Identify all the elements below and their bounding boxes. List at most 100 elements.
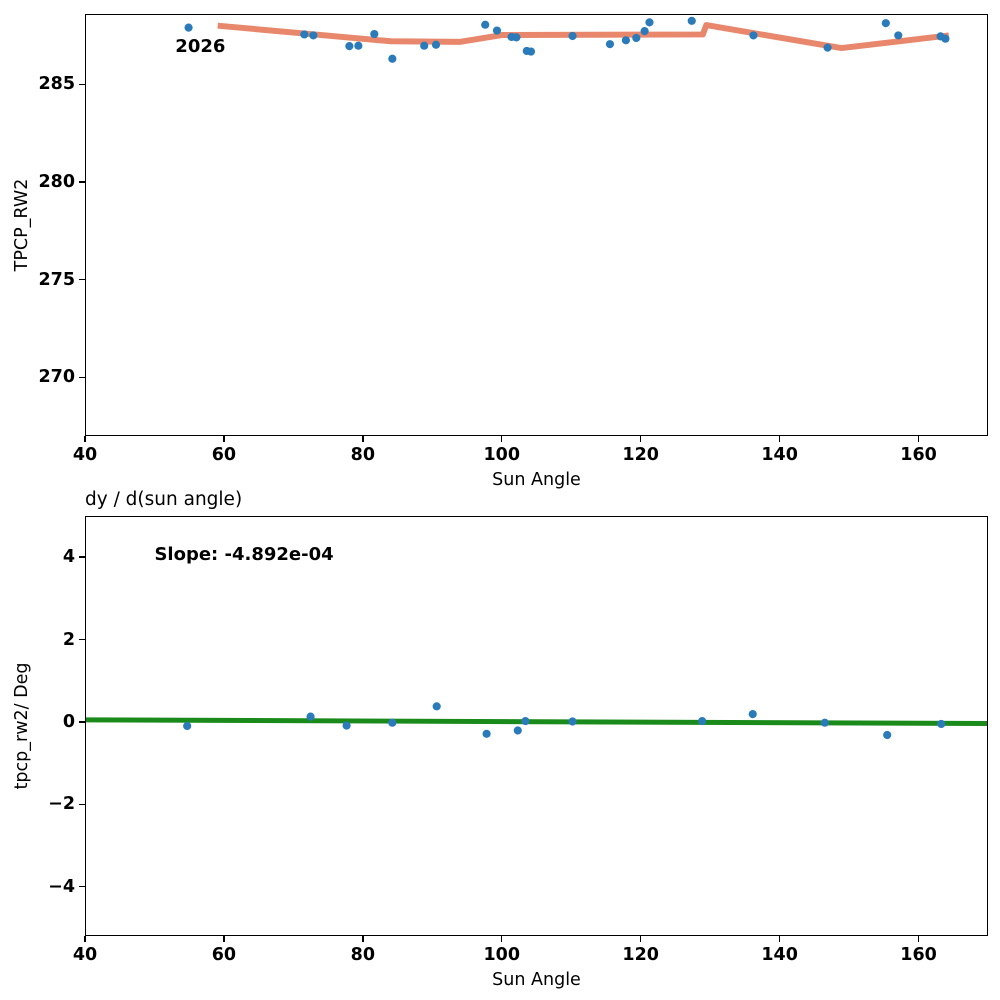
scatter-point bbox=[698, 717, 707, 726]
x-tick-label: 100 bbox=[483, 945, 521, 965]
x-tick-mark bbox=[362, 936, 364, 942]
slope-annotation: Slope: -4.892e-04 bbox=[154, 544, 334, 566]
scatter-point bbox=[748, 710, 757, 719]
x-tick-mark bbox=[917, 436, 920, 442]
x-tick-label: 140 bbox=[761, 445, 798, 465]
bottom-y-axis-title: tpcp_rw2/ Deg bbox=[12, 662, 32, 790]
top-plot-axes bbox=[85, 14, 988, 436]
scatter-point bbox=[820, 718, 829, 727]
x-tick-label: 80 bbox=[350, 445, 376, 465]
scatter-point bbox=[937, 719, 946, 729]
x-tick-mark bbox=[639, 436, 642, 442]
bottom-plot-title: dy / d(sun angle) bbox=[85, 489, 243, 510]
y-tick-label: 275 bbox=[38, 269, 75, 290]
scatter-point bbox=[345, 42, 354, 51]
x-tick-label: 60 bbox=[211, 945, 237, 965]
scatter-point bbox=[941, 34, 950, 43]
y-tick-label: 0 bbox=[62, 711, 75, 732]
scatter-point bbox=[823, 43, 832, 52]
x-tick-label: 40 bbox=[72, 445, 98, 465]
scatter-point bbox=[481, 20, 490, 29]
y-tick-label: 285 bbox=[38, 74, 75, 95]
trend-line bbox=[217, 22, 950, 52]
top-plot-svg bbox=[184, 16, 950, 63]
x-tick-mark bbox=[223, 936, 225, 942]
scatter-point bbox=[184, 23, 193, 32]
y-tick-label: −2 bbox=[48, 794, 75, 815]
scatter-point bbox=[645, 18, 654, 27]
bottom-x-axis-title: Sun Angle bbox=[492, 970, 581, 990]
bottom-plot-svg bbox=[86, 702, 987, 740]
scatter-point bbox=[354, 41, 363, 50]
bottom-plot-axes bbox=[85, 516, 988, 936]
x-tick-label: 160 bbox=[900, 945, 937, 965]
x-tick-mark bbox=[639, 936, 642, 942]
scatter-point bbox=[492, 26, 502, 35]
year-annotation: 2026 bbox=[175, 36, 226, 58]
scatter-point bbox=[432, 702, 441, 711]
trend-line bbox=[86, 717, 987, 727]
y-tick-mark bbox=[79, 279, 85, 281]
scatter-point bbox=[513, 726, 522, 735]
scatter-point bbox=[306, 712, 315, 721]
y-tick-label: 270 bbox=[38, 367, 75, 388]
y-tick-label: 280 bbox=[38, 172, 75, 193]
scatter-point bbox=[300, 30, 309, 39]
scatter-point bbox=[521, 717, 530, 726]
top-x-axis-title: Sun Angle bbox=[492, 470, 581, 490]
x-tick-label: 160 bbox=[900, 445, 937, 465]
x-tick-mark bbox=[778, 436, 781, 442]
y-tick-mark bbox=[79, 638, 85, 641]
y-tick-mark bbox=[79, 721, 85, 723]
scatter-point bbox=[640, 27, 649, 36]
x-tick-label: 120 bbox=[622, 445, 659, 465]
scatter-point bbox=[420, 41, 429, 50]
scatter-point bbox=[388, 54, 397, 63]
x-tick-mark bbox=[84, 936, 86, 942]
x-tick-mark bbox=[362, 436, 364, 442]
top-y-axis-title: TPCP_RW2 bbox=[12, 178, 32, 272]
x-tick-mark bbox=[223, 436, 225, 442]
scatter-point bbox=[632, 33, 641, 43]
scatter-point bbox=[749, 31, 758, 40]
x-tick-label: 40 bbox=[72, 945, 98, 965]
top-plot-data-area bbox=[86, 15, 987, 435]
x-tick-mark bbox=[917, 936, 920, 942]
x-tick-label: 140 bbox=[761, 945, 798, 965]
scatter-point bbox=[526, 47, 536, 56]
bottom-plot-data-area bbox=[86, 517, 987, 935]
x-tick-mark bbox=[84, 436, 86, 442]
y-tick-mark bbox=[79, 803, 85, 805]
scatter-point bbox=[388, 718, 397, 727]
x-tick-label: 60 bbox=[211, 445, 237, 465]
scatter-point bbox=[621, 36, 630, 45]
y-tick-label: −4 bbox=[48, 876, 75, 897]
scatter-point bbox=[370, 29, 379, 39]
scatter-point bbox=[687, 16, 696, 25]
y-tick-mark bbox=[79, 885, 85, 888]
scatter-point bbox=[512, 33, 521, 42]
y-tick-label: 2 bbox=[62, 629, 75, 650]
scatter-point bbox=[605, 40, 615, 49]
scatter-point bbox=[894, 31, 903, 40]
y-tick-label: 4 bbox=[62, 547, 75, 568]
scatter-point bbox=[309, 31, 318, 40]
x-tick-mark bbox=[778, 936, 781, 942]
scatter-point bbox=[568, 717, 577, 726]
y-tick-mark bbox=[79, 83, 85, 86]
x-tick-mark bbox=[501, 936, 503, 942]
y-tick-mark bbox=[79, 181, 85, 183]
scatter-point bbox=[568, 31, 577, 41]
y-tick-mark bbox=[79, 556, 85, 558]
scatter-point bbox=[431, 40, 441, 49]
scatter-point bbox=[183, 721, 192, 731]
x-tick-label: 120 bbox=[622, 945, 659, 965]
scatter-point bbox=[342, 721, 351, 730]
y-tick-mark bbox=[79, 376, 85, 379]
x-tick-label: 80 bbox=[350, 945, 376, 965]
scatter-point bbox=[883, 730, 892, 740]
x-tick-mark bbox=[501, 436, 503, 442]
scatter-point bbox=[482, 729, 491, 738]
scatter-point bbox=[881, 19, 890, 28]
